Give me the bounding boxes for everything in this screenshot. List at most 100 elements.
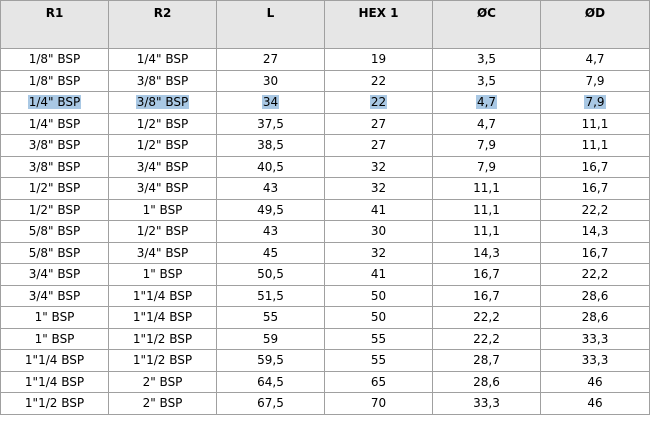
table-row[interactable]: 1"1/4 BSP 2" BSP 64,5 65 28,6 46 <box>0 370 650 393</box>
table-cell-r2: 1" BSP <box>108 198 217 221</box>
table-cell-r2: 1"1/2 BSP <box>108 349 217 372</box>
table-row[interactable]: 1" BSP 1"1/2 BSP 59 55 22,2 33,3 <box>0 327 650 350</box>
table-cell-r1: 1"1/4 BSP <box>0 349 109 372</box>
table-cell-od: 14,3 <box>540 220 650 243</box>
table-cell-oc: 11,1 <box>432 198 541 221</box>
table-cell-oc: 28,6 <box>432 370 541 393</box>
table-cell-r2: 3/8" BSP <box>108 69 217 92</box>
table-cell-r2: 1"1/4 BSP <box>108 306 217 329</box>
table-cell-oc: 11,1 <box>432 220 541 243</box>
table-row[interactable]: 1"1/2 BSP 2" BSP 67,5 70 33,3 46 <box>0 392 650 415</box>
table-cell-od: 46 <box>540 370 650 393</box>
table-cell-r1: 1/2" BSP <box>0 198 109 221</box>
table-cell-oc: 4,7 <box>432 112 541 135</box>
table-cell-hex1: 27 <box>324 112 433 135</box>
table-row[interactable]: 1" BSP 1"1/4 BSP 55 50 22,2 28,6 <box>0 306 650 329</box>
table-cell-l: 67,5 <box>216 392 325 415</box>
table-cell-l: 55 <box>216 306 325 329</box>
table-cell-l: 37,5 <box>216 112 325 135</box>
table-cell-r2: 1/4" BSP <box>108 48 217 71</box>
table-cell-od: 7,9 <box>540 91 650 114</box>
table-cell-hex1: 22 <box>324 91 433 114</box>
table-cell-r2: 1" BSP <box>108 263 217 286</box>
table-cell-hex1: 32 <box>324 241 433 264</box>
table-cell-l: 45 <box>216 241 325 264</box>
table-row[interactable]: 1/8" BSP 3/8" BSP 30 22 3,5 7,9 <box>0 69 650 92</box>
table-body: 1/8" BSP 1/4" BSP 27 19 3,5 4,7 1/8" BSP 3/8" B… <box>0 48 650 415</box>
table-cell-hex1: 55 <box>324 349 433 372</box>
column-header-od: ØD <box>540 0 650 49</box>
column-header-l: L <box>216 0 325 49</box>
table-cell-oc: 14,3 <box>432 241 541 264</box>
table-row[interactable]: 5/8" BSP 1/2" BSP 43 30 11,1 14,3 <box>0 220 650 243</box>
table-row[interactable]: 1"1/4 BSP 1"1/2 BSP 59,5 55 28,7 33,3 <box>0 349 650 372</box>
table-cell-r1: 1" BSP <box>0 327 109 350</box>
table-row[interactable]: 3/8" BSP 3/4" BSP 40,5 32 7,9 16,7 <box>0 155 650 178</box>
table-row[interactable]: 1/8" BSP 1/4" BSP 27 19 3,5 4,7 <box>0 48 650 71</box>
table-cell-r1: 1"1/2 BSP <box>0 392 109 415</box>
table-cell-l: 27 <box>216 48 325 71</box>
header-row: R1 R2 L HEX 1 ØC ØD <box>0 0 650 49</box>
table-header: R1 R2 L HEX 1 ØC ØD <box>0 0 650 49</box>
table-cell-oc: 33,3 <box>432 392 541 415</box>
selected-text: 1/4" BSP <box>27 95 82 110</box>
table-cell-hex1: 65 <box>324 370 433 393</box>
column-header-hex1: HEX 1 <box>324 0 433 49</box>
table-cell-r1: 1"1/4 BSP <box>0 370 109 393</box>
table-cell-hex1: 70 <box>324 392 433 415</box>
table-cell-od: 16,7 <box>540 241 650 264</box>
table-row[interactable]: 5/8" BSP 3/4" BSP 45 32 14,3 16,7 <box>0 241 650 264</box>
table-cell-r1: 5/8" BSP <box>0 220 109 243</box>
table-cell-l: 30 <box>216 69 325 92</box>
table-cell-od: 11,1 <box>540 134 650 157</box>
table-cell-r2: 3/4" BSP <box>108 155 217 178</box>
table-cell-oc: 22,2 <box>432 327 541 350</box>
selected-text: 4,7 <box>475 95 498 110</box>
table-cell-l: 40,5 <box>216 155 325 178</box>
table-cell-od: 4,7 <box>540 48 650 71</box>
table-cell-oc: 7,9 <box>432 155 541 178</box>
table-cell-od: 22,2 <box>540 198 650 221</box>
column-header-r2: R2 <box>108 0 217 49</box>
table-cell-od: 22,2 <box>540 263 650 286</box>
column-header-r1: R1 <box>0 0 109 49</box>
table-cell-r1: 1/2" BSP <box>0 177 109 200</box>
table-cell-hex1: 41 <box>324 198 433 221</box>
table-cell-r1: 1" BSP <box>0 306 109 329</box>
table-cell-r1: 1/8" BSP <box>0 48 109 71</box>
table-cell-od: 11,1 <box>540 112 650 135</box>
table-cell-r1: 1/4" BSP <box>0 112 109 135</box>
table-cell-r2: 1/2" BSP <box>108 134 217 157</box>
table-cell-l: 38,5 <box>216 134 325 157</box>
table-row[interactable]: 3/4" BSP 1"1/4 BSP 51,5 50 16,7 28,6 <box>0 284 650 307</box>
table-cell-hex1: 55 <box>324 327 433 350</box>
table-cell-r2: 3/4" BSP <box>108 177 217 200</box>
table-cell-oc: 28,7 <box>432 349 541 372</box>
table-cell-l: 43 <box>216 177 325 200</box>
table-row[interactable]: 1/4" BSP 1/2" BSP 37,5 27 4,7 11,1 <box>0 112 650 135</box>
table-cell-oc: 16,7 <box>432 263 541 286</box>
table-cell-r2: 1"1/2 BSP <box>108 327 217 350</box>
table-cell-l: 59 <box>216 327 325 350</box>
column-header-oc: ØC <box>432 0 541 49</box>
table-cell-r2: 2" BSP <box>108 370 217 393</box>
table-cell-r2: 1"1/4 BSP <box>108 284 217 307</box>
table-row[interactable]: 1/2" BSP 3/4" BSP 43 32 11,1 16,7 <box>0 177 650 200</box>
table-cell-hex1: 30 <box>324 220 433 243</box>
table-cell-r2: 2" BSP <box>108 392 217 415</box>
table-row[interactable]: 3/4" BSP 1" BSP 50,5 41 16,7 22,2 <box>0 263 650 286</box>
table-cell-r1: 3/4" BSP <box>0 263 109 286</box>
table-row[interactable]: 3/8" BSP 1/2" BSP 38,5 27 7,9 11,1 <box>0 134 650 157</box>
selected-text: 22 <box>369 95 388 110</box>
table-cell-r2: 1/2" BSP <box>108 112 217 135</box>
selected-text: 3/8" BSP <box>135 95 190 110</box>
table-row[interactable]: 1/2" BSP 1" BSP 49,5 41 11,1 22,2 <box>0 198 650 221</box>
table-cell-oc: 3,5 <box>432 48 541 71</box>
table-cell-oc: 11,1 <box>432 177 541 200</box>
table-row-selected[interactable]: 1/4" BSP 3/8" BSP 34 22 4,7 7,9 <box>0 91 650 114</box>
table-cell-r1: 5/8" BSP <box>0 241 109 264</box>
table-cell-hex1: 22 <box>324 69 433 92</box>
table-cell-hex1: 32 <box>324 177 433 200</box>
table-cell-oc: 16,7 <box>432 284 541 307</box>
